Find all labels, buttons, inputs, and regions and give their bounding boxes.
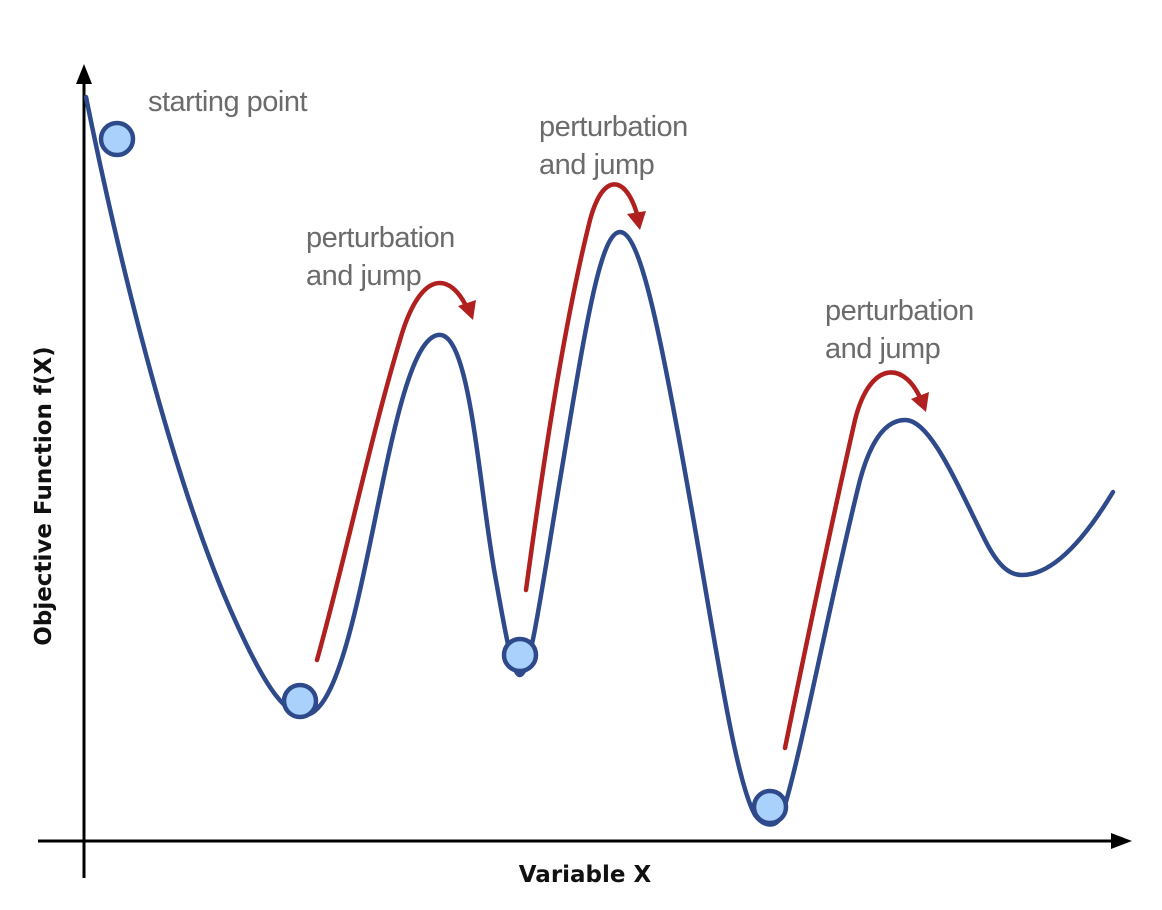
jump-1-label-line1: perturbation [306, 222, 455, 254]
ball-minimum-2 [501, 636, 539, 674]
jump-2-label-line1: perturbation [539, 111, 688, 143]
jump-arrow-1-head [458, 300, 476, 320]
y-axis-arrowhead [76, 64, 92, 84]
starting-point-label: starting point [148, 86, 307, 118]
jump-arrow-3 [782, 370, 925, 751]
jump-arrow-2-head [627, 211, 646, 230]
jump-1-label-line2: and jump [306, 260, 421, 292]
y-axis-label: Objective Function f(X) [31, 346, 57, 645]
objective-curve [83, 94, 1116, 827]
jump-arrow-2 [523, 182, 642, 593]
ball-minimum-3 [751, 788, 789, 826]
jump-3-label-line1: perturbation [825, 295, 974, 327]
jump-2-label-line2: and jump [539, 149, 654, 181]
ball-start [98, 120, 136, 158]
ball-minimum-1 [281, 682, 319, 720]
jump-arrow-1 [314, 280, 471, 663]
jump-arrow-3-head [911, 392, 929, 412]
x-axis-label: Variable X [519, 862, 652, 888]
jump-3-label-line2: and jump [825, 333, 940, 365]
x-axis-arrowhead [1111, 833, 1132, 849]
